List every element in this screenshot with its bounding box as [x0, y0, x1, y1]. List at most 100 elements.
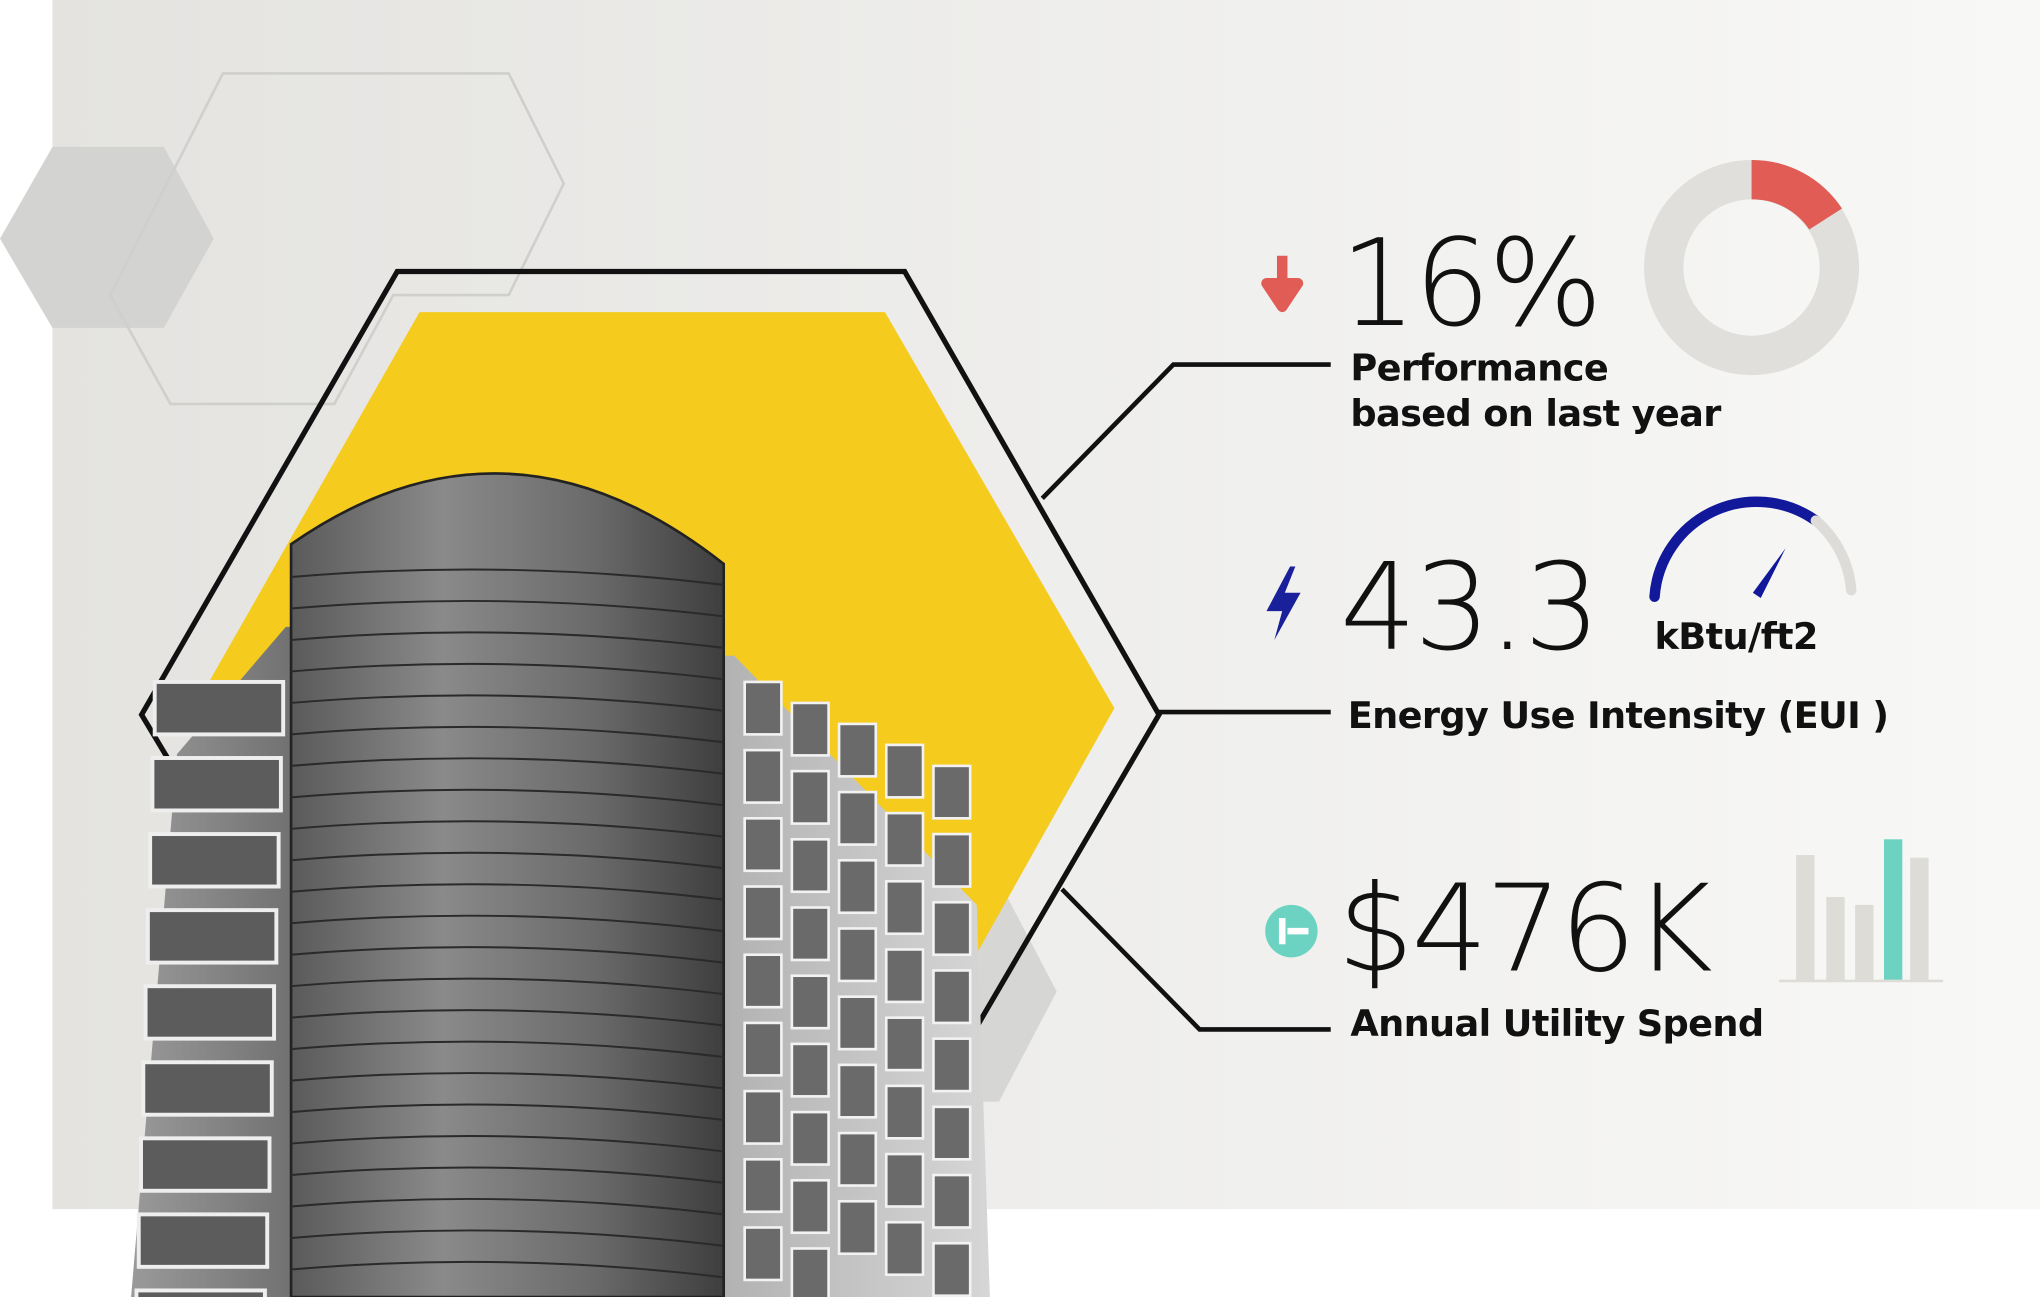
right-wing-window [884, 1152, 925, 1208]
right-wing-window [884, 879, 925, 936]
tower-floor-line [290, 1166, 724, 1184]
bar-icon [1779, 839, 1943, 983]
gauge-track [1810, 515, 1857, 596]
lightning-icon [1266, 566, 1301, 640]
right-wing-window [932, 969, 972, 1025]
right-wing-window [837, 1063, 878, 1119]
right-wing-window [932, 1241, 972, 1297]
metric-value: $476K [1337, 859, 1711, 999]
down-arrow-icon [1261, 255, 1304, 313]
metric-label: based on last year [1350, 392, 1721, 435]
tower-floor-line [290, 1040, 724, 1058]
right-wing-window [743, 680, 783, 736]
hexagon-decor [0, 146, 214, 328]
right-wing-window [837, 858, 878, 915]
right-wing-window [743, 1157, 783, 1214]
right-wing-window [837, 927, 878, 983]
bar-icon-bar [1826, 897, 1845, 981]
right-wing-window [743, 817, 783, 873]
bar-icon-bar [1796, 855, 1815, 981]
tower-floor-line [290, 694, 724, 712]
left-wing-window [136, 1212, 270, 1269]
right-wing-window [932, 900, 972, 957]
tower-floor-line [290, 1197, 724, 1216]
right-wing-window [743, 1021, 783, 1077]
metric-label: Annual Utility Spend [1350, 1002, 1763, 1045]
tower-floor-line [290, 1135, 724, 1153]
right-wing-window [790, 1110, 830, 1166]
gauge-needle [1752, 548, 1786, 599]
metric-value: 43.3 [1340, 538, 1598, 678]
right-wing-window [932, 832, 972, 888]
right-wing-window [932, 1173, 972, 1229]
metric-value: 16% [1340, 214, 1600, 354]
right-wing-window [884, 1084, 925, 1140]
tower-floor-line [290, 1103, 724, 1121]
donut-segment [1751, 159, 1843, 230]
tower-floor-line [290, 662, 724, 681]
left-wing-window [145, 908, 279, 965]
connector-line [1060, 887, 1331, 1032]
tower-floor-line [290, 568, 724, 586]
tower-floor-line [290, 599, 724, 618]
connector-line [1040, 362, 1331, 500]
right-wing-window [932, 1105, 972, 1161]
left-wing-window [143, 984, 277, 1041]
right-wing-window [743, 953, 783, 1009]
left-wing-window [148, 832, 281, 889]
bar-icon-bar [1855, 904, 1874, 981]
gauge-value [1649, 496, 1822, 602]
left-wing-window [152, 679, 286, 737]
right-wing-window [790, 1178, 830, 1235]
right-wing-window [790, 906, 830, 962]
right-wing-window [884, 811, 925, 867]
right-wing-window [837, 1199, 878, 1256]
metric-unit: kBtu/ft2 [1655, 615, 1818, 658]
right-wing-window [790, 1247, 830, 1297]
right-wing-window [790, 974, 830, 1030]
right-wing-window [743, 885, 783, 941]
tower-floor-line [290, 631, 724, 649]
right-wing-window [837, 1131, 878, 1187]
tower-floor-line [290, 946, 724, 964]
left-wing-window [150, 756, 283, 813]
right-wing-window [790, 701, 830, 757]
right-wing-window [743, 1226, 783, 1282]
tower-floor-line [290, 851, 724, 870]
right-wing-window [837, 790, 878, 846]
right-wing-window [790, 838, 830, 894]
left-wing-window [134, 1288, 267, 1297]
left-wing-window [141, 1060, 274, 1117]
right-wing-window [837, 995, 878, 1051]
tower-floor-line [290, 914, 724, 933]
right-wing-window [884, 1220, 925, 1277]
metric-label: Performance [1350, 346, 1608, 389]
right-wing-window [743, 1089, 783, 1145]
right-wing-window [932, 1037, 972, 1093]
tower-floor-line [290, 1072, 724, 1090]
right-wing-window [884, 948, 925, 1004]
right-wing-window [790, 769, 830, 825]
metric-label: Energy Use Intensity (EUI ) [1348, 694, 1889, 737]
tower-floor-line [290, 757, 724, 775]
building-photo [131, 472, 990, 1297]
tower-floor-line [290, 1229, 724, 1247]
tower-floor-line [290, 725, 724, 744]
tower-floor-line [290, 820, 724, 838]
right-wing-window [884, 743, 925, 799]
tower-floor-line [290, 1009, 724, 1027]
right-wing-window [884, 1016, 925, 1072]
bar-icon-bar [1910, 857, 1929, 981]
hexagon-outline [108, 72, 566, 406]
tower-floor-line [290, 883, 724, 901]
right-wing-window [837, 722, 878, 778]
hexagon-frame [138, 268, 1163, 1051]
bar-icon-bar [1883, 839, 1903, 981]
right-wing-window [932, 764, 972, 820]
tower-floor-line [290, 788, 724, 807]
tower-floor-line [290, 977, 724, 996]
tower-floor-line [290, 1260, 724, 1279]
right-wing-window [790, 1042, 830, 1098]
